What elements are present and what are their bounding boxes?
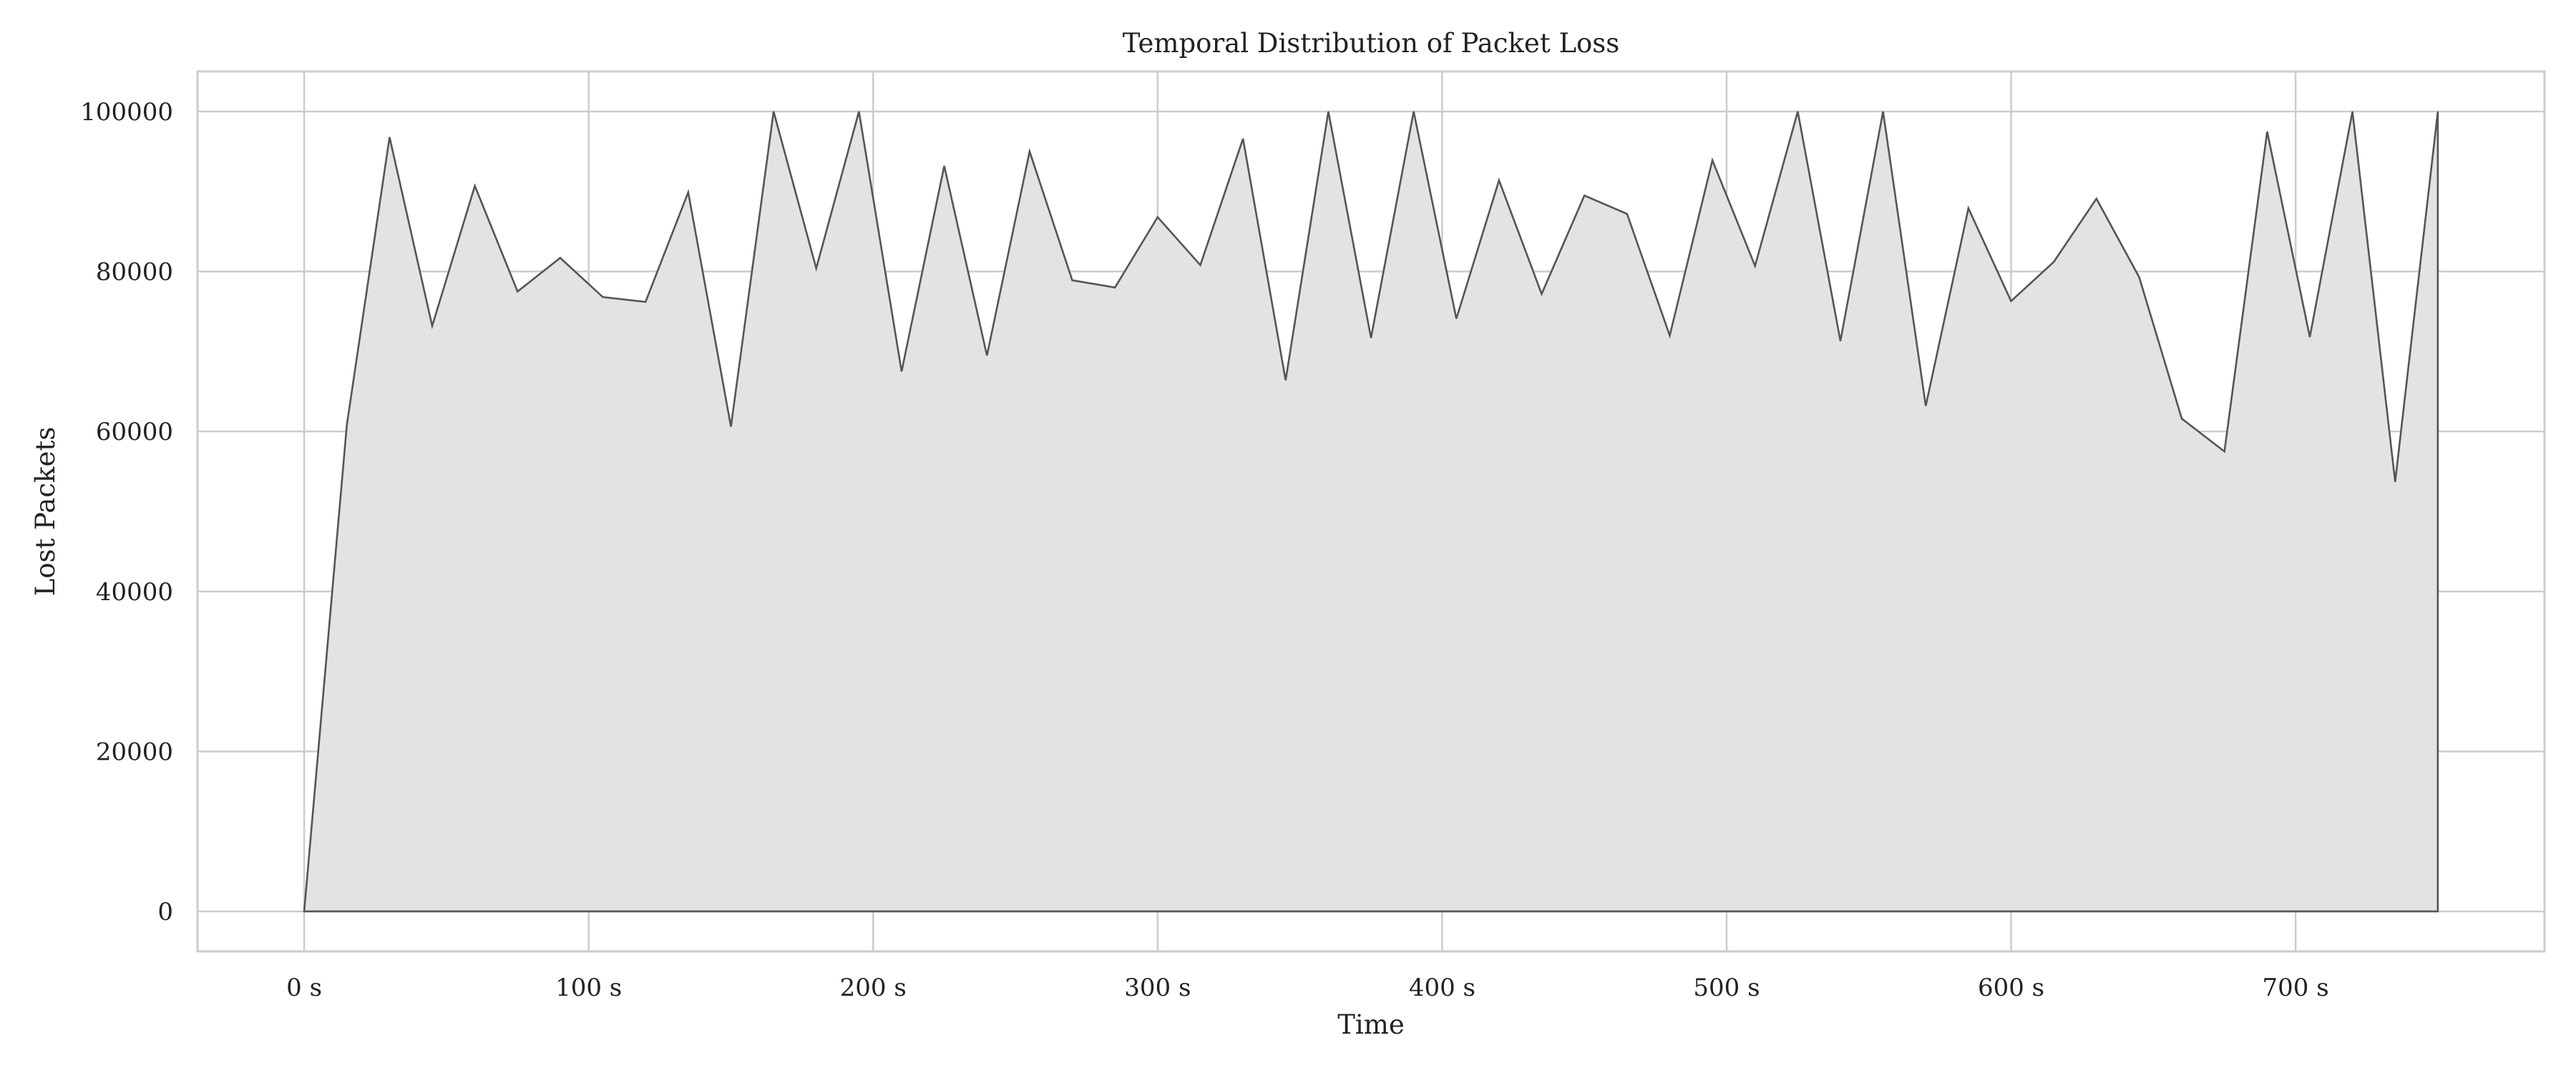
y-tick-label: 20000 [96,738,173,766]
plot-frame [196,70,2546,953]
y-tick-label: 100000 [80,98,173,127]
x-tick-label: 700 s [2263,974,2329,1002]
y-tick-label: 60000 [96,418,173,446]
chart-title: Temporal Distribution of Packet Loss [1123,28,1620,59]
y-axis-label: Lost Packets [30,427,61,597]
x-axis-label: Time [1337,1009,1405,1040]
x-tick-labels: 0 s 100 s 200 s 300 s 400 s 500 s 600 s 700 s [286,974,2329,1002]
y-tick-label: 40000 [96,578,173,607]
y-tick-labels: 0 20000 40000 60000 80000 100000 [80,98,173,926]
x-tick-label: 600 s [1978,974,2044,1002]
y-tick-label: 80000 [96,258,173,287]
x-tick-label: 400 s [1409,974,1475,1002]
x-tick-label: 300 s [1124,974,1191,1002]
x-tick-label: 0 s [286,974,322,1002]
packet-loss-area [304,111,2438,912]
packet-loss-line [303,111,2439,913]
x-tick-label: 100 s [555,974,622,1002]
x-tick-label: 500 s [1693,974,1760,1002]
x-tick-label: 200 s [840,974,907,1002]
y-tick-label: 0 [157,898,173,926]
